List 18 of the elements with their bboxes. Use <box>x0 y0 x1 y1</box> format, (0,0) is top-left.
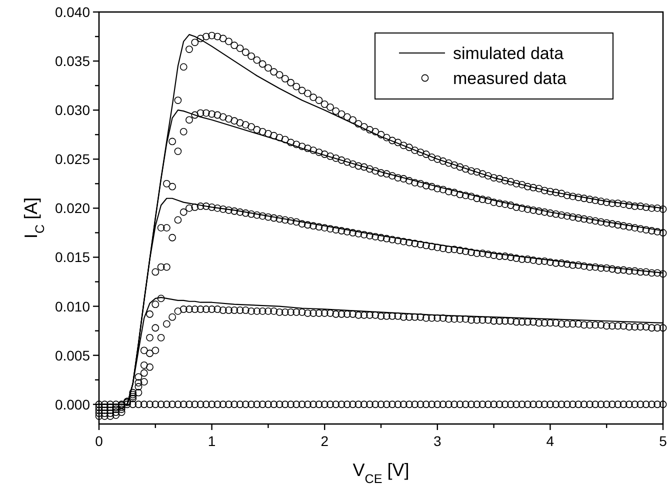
legend-label: simulated data <box>453 44 564 63</box>
y-tick-label: 0.025 <box>54 151 90 168</box>
x-tick-label: 3 <box>434 433 442 449</box>
x-tick-label: 4 <box>546 433 554 449</box>
x-tick-label: 0 <box>95 433 104 449</box>
x-axis-title: V$_{CE}$ [V] <box>352 460 410 486</box>
x-tick-label: 1 <box>208 433 216 449</box>
y-tick-label: 0.030 <box>54 102 90 118</box>
y-tick-label: 0.035 <box>54 53 90 70</box>
legend-label: measured data <box>453 69 567 88</box>
y-tick-label: 0.000 <box>54 396 90 412</box>
y-tick-label: 0.015 <box>54 249 90 266</box>
y-tick-label: 0.005 <box>54 347 90 364</box>
x-tick-label: 2 <box>320 433 329 449</box>
y-tick-label: 0.010 <box>54 298 90 314</box>
y-tick-label: 0.020 <box>54 200 90 216</box>
x-tick-label: 5 <box>659 433 667 449</box>
y-tick-label: 0.040 <box>54 4 90 20</box>
